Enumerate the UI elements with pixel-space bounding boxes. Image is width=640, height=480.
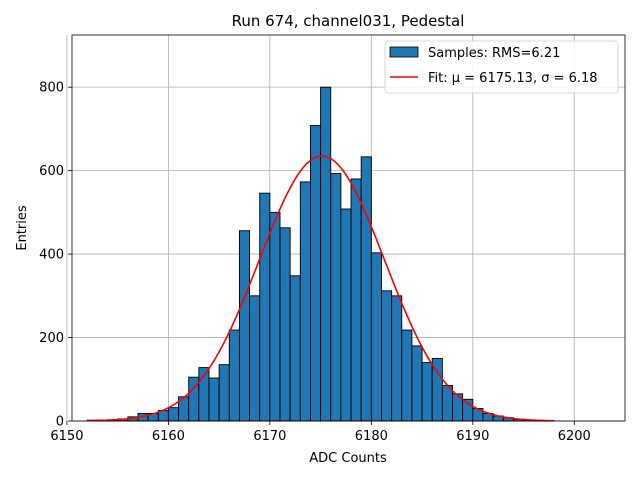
y-tick-label: 800: [39, 81, 64, 96]
histogram-bar: [249, 295, 261, 422]
histogram-bars: [86, 86, 555, 422]
histogram-bar: [167, 407, 179, 422]
y-tick-label: 0: [56, 415, 64, 430]
histogram-bar: [401, 329, 413, 422]
legend-histogram-label: Samples: RMS=6.21: [428, 46, 560, 61]
y-axis-label: Entries: [15, 205, 30, 251]
histogram-bar: [269, 211, 281, 422]
x-axis-label: ADC Counts: [309, 451, 387, 466]
x-axis-ticks: 6150 6160 6170 6180 6190 6200: [50, 421, 591, 444]
y-tick-label: 400: [39, 248, 64, 263]
x-tick-label: 6150: [50, 429, 83, 444]
legend-histogram-swatch: [389, 46, 419, 58]
x-tick-label: 6170: [253, 429, 286, 444]
legend-box: [384, 40, 619, 94]
histogram-bar: [330, 173, 342, 422]
plot-frame: [71, 34, 626, 422]
y-axis-ticks: 0 200 400 600 800: [39, 81, 72, 430]
histogram-bar: [259, 192, 271, 422]
legend: Samples: RMS=6.21 Fit: μ = 6175.13, σ = …: [384, 40, 619, 94]
histogram-bar: [238, 230, 251, 422]
legend-fit-label: Fit: μ = 6175.13, σ = 6.18: [428, 71, 598, 86]
x-tick-label: 6190: [456, 429, 489, 444]
gaussian-fit-curve: [87, 155, 554, 422]
histogram-bar: [299, 181, 311, 422]
histogram-bar: [360, 156, 372, 422]
histogram-bar: [391, 295, 403, 422]
histogram-bar: [208, 377, 220, 422]
histogram-bar: [289, 275, 301, 422]
y-tick-label: 600: [39, 164, 64, 179]
histogram-bar: [411, 345, 423, 422]
y-tick-label: 200: [39, 331, 64, 346]
x-tick-label: 6200: [558, 429, 591, 444]
histogram-bar: [421, 362, 433, 422]
chart-title: Run 674, channel031, Pedestal: [232, 12, 465, 30]
histogram-bar: [441, 385, 453, 422]
histogram-bar: [228, 329, 240, 422]
x-tick-label: 6160: [152, 429, 185, 444]
histogram-bar: [350, 178, 362, 422]
histogram-bar: [218, 364, 230, 422]
histogram-bar: [340, 208, 352, 422]
histogram-bar: [320, 86, 332, 422]
histogram-bar: [309, 125, 322, 422]
x-tick-label: 6180: [355, 429, 388, 444]
histogram-bar: [279, 227, 291, 422]
histogram-bar: [381, 290, 393, 422]
histogram-bar: [370, 252, 382, 422]
